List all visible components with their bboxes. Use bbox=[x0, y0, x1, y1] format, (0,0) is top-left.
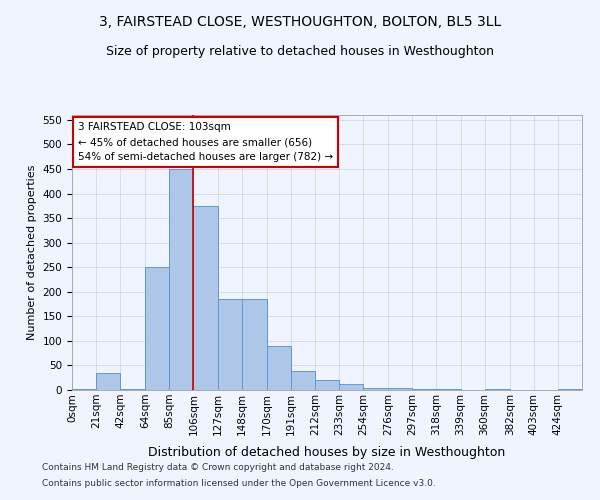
Bar bbox=[436, 389, 461, 390]
Bar bbox=[558, 389, 582, 390]
Bar bbox=[120, 389, 145, 390]
Bar bbox=[218, 299, 242, 390]
Text: 3, FAIRSTEAD CLOSE, WESTHOUGHTON, BOLTON, BL5 3LL: 3, FAIRSTEAD CLOSE, WESTHOUGHTON, BOLTON… bbox=[99, 15, 501, 29]
Bar bbox=[388, 388, 412, 390]
Bar bbox=[291, 372, 315, 390]
Bar bbox=[412, 389, 436, 390]
Bar bbox=[485, 388, 510, 390]
Bar bbox=[315, 380, 339, 390]
Text: Contains public sector information licensed under the Open Government Licence v3: Contains public sector information licen… bbox=[42, 478, 436, 488]
Text: 3 FAIRSTEAD CLOSE: 103sqm
← 45% of detached houses are smaller (656)
54% of semi: 3 FAIRSTEAD CLOSE: 103sqm ← 45% of detac… bbox=[78, 122, 333, 162]
Bar bbox=[339, 384, 363, 390]
Bar bbox=[72, 389, 96, 390]
Bar bbox=[242, 299, 267, 390]
Bar bbox=[267, 346, 291, 390]
Bar bbox=[363, 388, 388, 390]
Text: Contains HM Land Registry data © Crown copyright and database right 2024.: Contains HM Land Registry data © Crown c… bbox=[42, 464, 394, 472]
Y-axis label: Number of detached properties: Number of detached properties bbox=[27, 165, 37, 340]
Bar bbox=[145, 267, 169, 390]
Bar bbox=[169, 169, 193, 390]
X-axis label: Distribution of detached houses by size in Westhoughton: Distribution of detached houses by size … bbox=[148, 446, 506, 459]
Text: Size of property relative to detached houses in Westhoughton: Size of property relative to detached ho… bbox=[106, 45, 494, 58]
Bar bbox=[96, 373, 120, 390]
Bar bbox=[193, 206, 218, 390]
